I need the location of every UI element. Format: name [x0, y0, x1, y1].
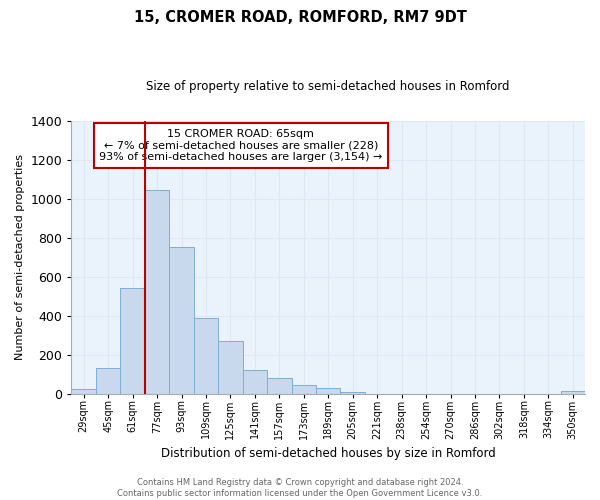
Bar	[560, 392, 585, 394]
Text: 15, CROMER ROAD, ROMFORD, RM7 9DT: 15, CROMER ROAD, ROMFORD, RM7 9DT	[134, 10, 466, 25]
X-axis label: Distribution of semi-detached houses by size in Romford: Distribution of semi-detached houses by …	[161, 447, 496, 460]
Bar	[242, 370, 267, 394]
Title: Size of property relative to semi-detached houses in Romford: Size of property relative to semi-detach…	[146, 80, 510, 93]
Text: 15 CROMER ROAD: 65sqm
← 7% of semi-detached houses are smaller (228)
93% of semi: 15 CROMER ROAD: 65sqm ← 7% of semi-detac…	[99, 129, 383, 162]
Bar	[169, 248, 194, 394]
Bar	[267, 378, 292, 394]
Bar	[71, 389, 96, 394]
Bar	[292, 386, 316, 394]
Y-axis label: Number of semi-detached properties: Number of semi-detached properties	[15, 154, 25, 360]
Bar	[96, 368, 121, 394]
Bar	[340, 392, 365, 394]
Bar	[316, 388, 340, 394]
Text: Contains HM Land Registry data © Crown copyright and database right 2024.
Contai: Contains HM Land Registry data © Crown c…	[118, 478, 482, 498]
Bar	[145, 190, 169, 394]
Bar	[218, 341, 242, 394]
Bar	[194, 318, 218, 394]
Bar	[121, 288, 145, 394]
